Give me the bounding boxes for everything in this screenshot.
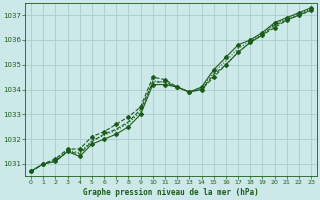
X-axis label: Graphe pression niveau de la mer (hPa): Graphe pression niveau de la mer (hPa) — [83, 188, 259, 197]
